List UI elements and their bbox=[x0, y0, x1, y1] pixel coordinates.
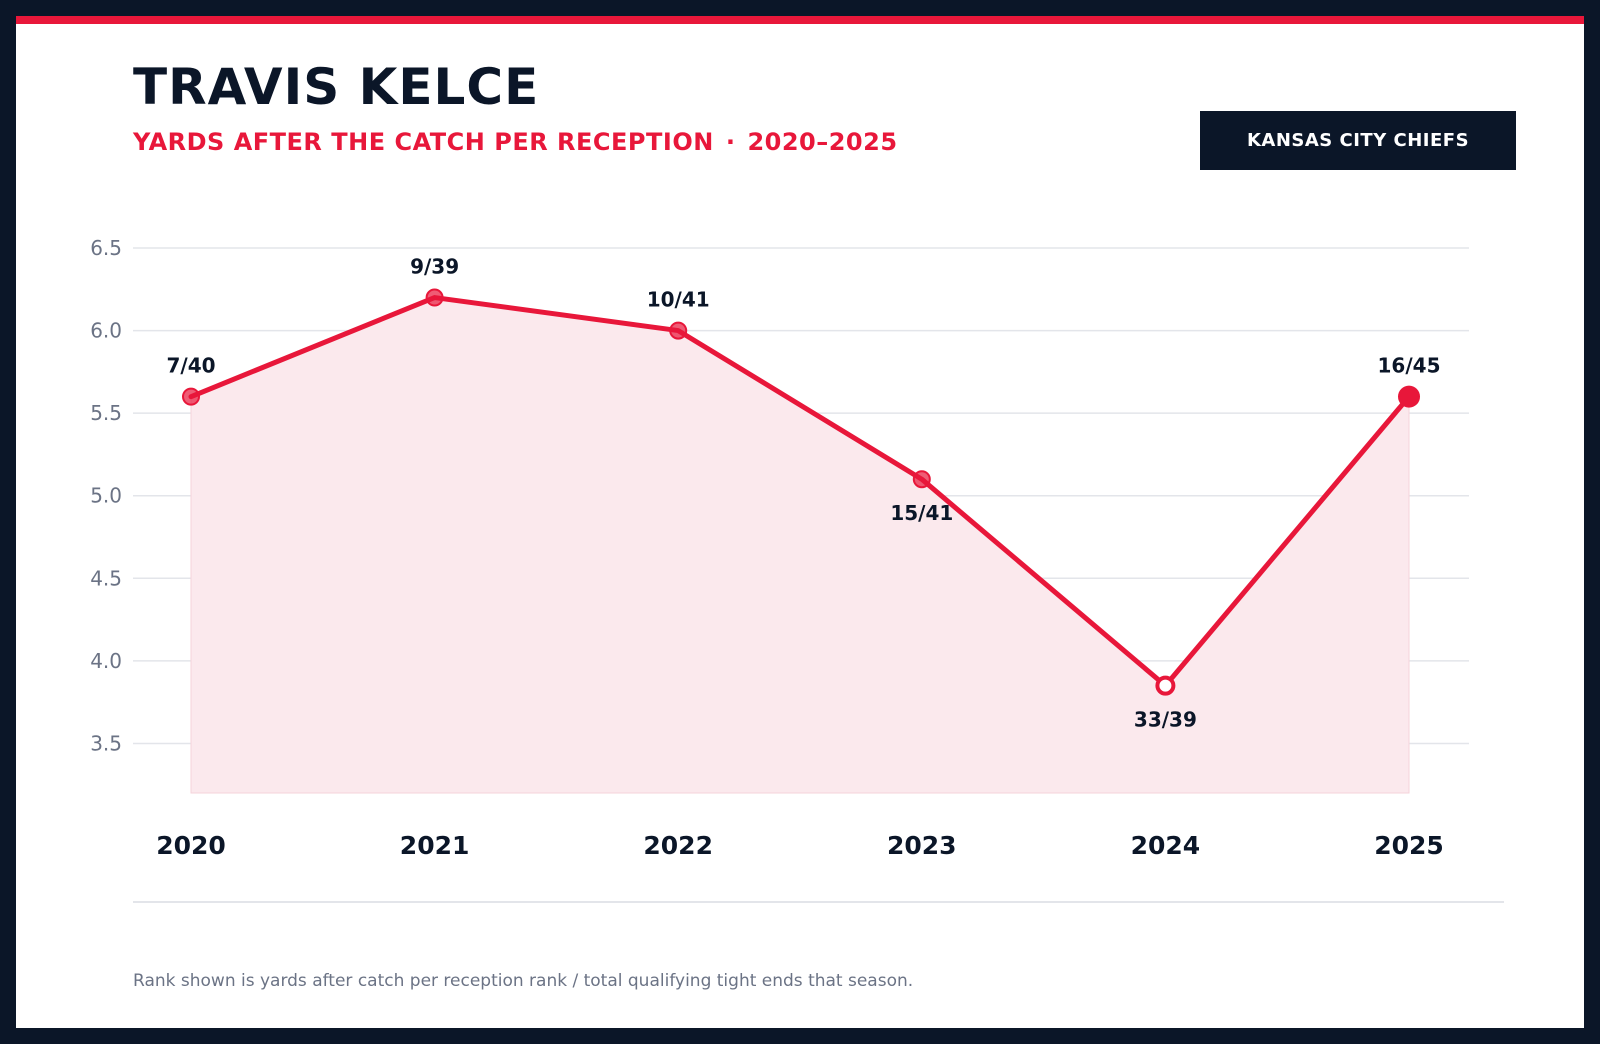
x-tick-label: 2025 bbox=[1374, 831, 1444, 860]
data-point-highlight bbox=[1398, 385, 1420, 408]
data-point bbox=[669, 321, 688, 340]
team-badge: KANSAS CITY CHIEFS bbox=[1200, 111, 1516, 170]
point-label: 16/45 bbox=[1378, 354, 1441, 378]
x-tick-label: 2023 bbox=[887, 831, 957, 860]
point-label: 15/41 bbox=[890, 501, 953, 525]
y-tick-label: 6.5 bbox=[90, 236, 122, 260]
y-tick-label: 5.0 bbox=[90, 484, 122, 508]
subtitle-metric: YARDS AFTER THE CATCH PER RECEPTION bbox=[133, 128, 714, 156]
x-tick-label: 2020 bbox=[156, 831, 226, 860]
y-tick-label: 3.5 bbox=[90, 731, 122, 755]
accent-bar bbox=[16, 16, 1584, 24]
chart-subtitle: YARDS AFTER THE CATCH PER RECEPTION · 2020… bbox=[133, 128, 898, 156]
subtitle-range: 2020–2025 bbox=[747, 128, 898, 156]
subtitle-separator: · bbox=[725, 128, 736, 156]
y-tick-label: 5.5 bbox=[90, 401, 122, 425]
point-label: 9/39 bbox=[410, 255, 459, 279]
series-line bbox=[188, 295, 1412, 689]
y-tick-label: 4.5 bbox=[90, 566, 122, 590]
x-tick-label: 2022 bbox=[643, 831, 713, 860]
y-tick-label: 6.0 bbox=[90, 319, 122, 343]
footnote: Rank shown is yards after catch per rece… bbox=[133, 971, 914, 991]
point-label: 7/40 bbox=[166, 354, 215, 378]
x-tick-label: 2024 bbox=[1131, 831, 1201, 860]
area-fill bbox=[190, 297, 1410, 794]
data-point bbox=[912, 470, 931, 489]
data-point bbox=[425, 288, 444, 307]
point-label: 33/39 bbox=[1134, 708, 1197, 732]
y-tick-label: 4.0 bbox=[90, 649, 122, 673]
chart-card: TRAVIS KELCE YARDS AFTER THE CATCH PER R… bbox=[16, 16, 1584, 1028]
x-tick-label: 2021 bbox=[400, 831, 470, 860]
chart-title: TRAVIS KELCE bbox=[133, 58, 540, 116]
data-point-hollow bbox=[1155, 675, 1176, 696]
data-point bbox=[182, 387, 200, 406]
line-chart: 6.5 6.0 5.5 5.0 4.5 4.0 3.5 7/40 9/39 10/41 15/41 3… bbox=[90, 236, 1504, 903]
point-label: 10/41 bbox=[647, 288, 710, 312]
